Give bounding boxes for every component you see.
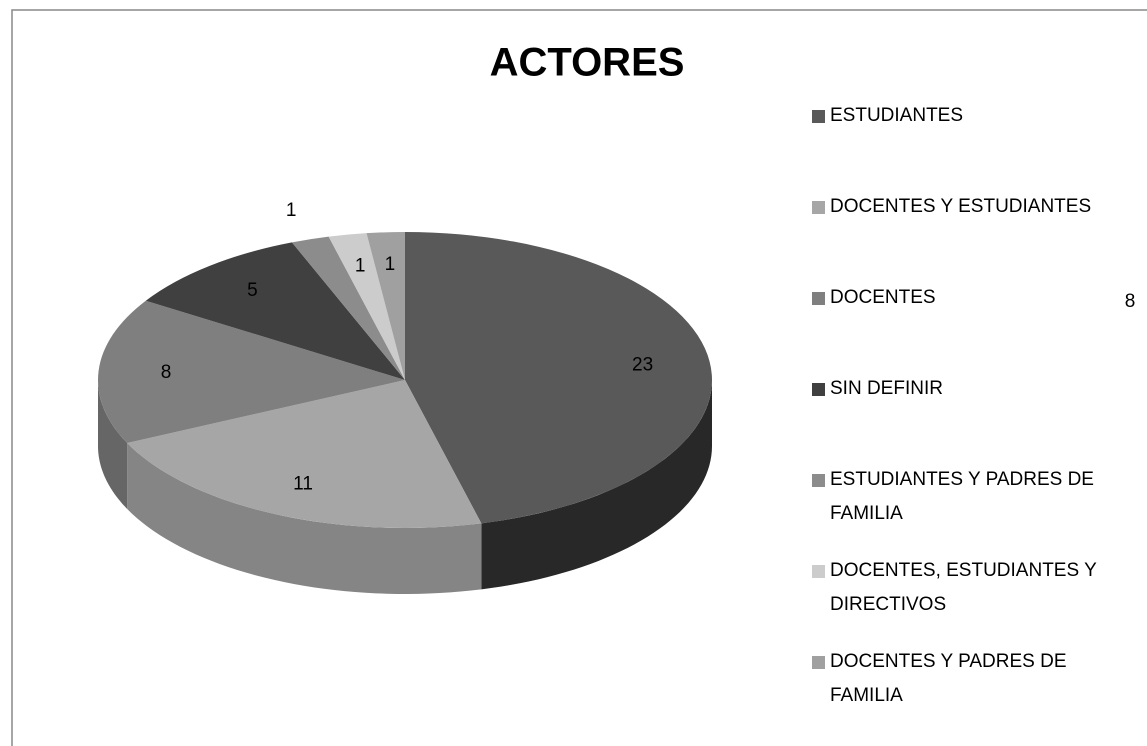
legend-item: DOCENTES Y ESTUDIANTES [812,190,1122,224]
chart-border [11,9,1147,746]
legend-label: DOCENTES, ESTUDIANTES Y DIRECTIVOS [830,560,1097,615]
pie-slice [98,300,405,444]
pie-slice [127,380,482,528]
legend-swatch [812,565,825,578]
data-label: 5 [247,280,258,301]
annotation: 8 [1125,291,1136,312]
data-label: 11 [293,473,313,494]
legend-swatch [812,383,825,396]
legend-label: ESTUDIANTES [830,105,964,126]
pie-slice [405,232,712,524]
legend-item: ESTUDIANTES [812,99,1122,133]
data-label: 23 [632,355,653,376]
pie-slice [291,236,405,380]
legend-label: DOCENTES Y PADRES DE FAMILIA [830,651,1067,706]
slice-side [481,380,712,590]
legend-item: SIN DEFINIR [812,372,1122,406]
legend-swatch [812,292,825,305]
legend-swatch [812,201,825,214]
legend-item: ESTUDIANTES Y PADRES DE FAMILIA [812,463,1122,531]
legend-label: DOCENTES Y ESTUDIANTES [830,196,1092,217]
pie-slice [366,232,405,380]
slice-side [127,443,482,594]
legend-label: SIN DEFINIR [830,378,943,399]
legend-item: DOCENTES Y PADRES DE FAMILIA [812,645,1122,713]
pie-slice [328,233,405,380]
slice-side [98,380,128,510]
data-label: 1 [385,254,396,275]
data-label: 8 [161,362,172,383]
chart-title: ACTORES [490,41,685,85]
pie-slice [145,242,405,380]
legend-label: ESTUDIANTES Y PADRES DE FAMILIA [830,469,1094,524]
legend-swatch [812,656,825,669]
legend-item: DOCENTES [812,281,1122,315]
legend-label: DOCENTES [830,287,936,308]
legend-swatch [812,474,825,487]
legend-swatch [812,110,825,123]
legend-item: DOCENTES, ESTUDIANTES Y DIRECTIVOS [812,554,1122,622]
data-label: 1 [286,200,297,221]
data-label: 1 [355,256,366,277]
